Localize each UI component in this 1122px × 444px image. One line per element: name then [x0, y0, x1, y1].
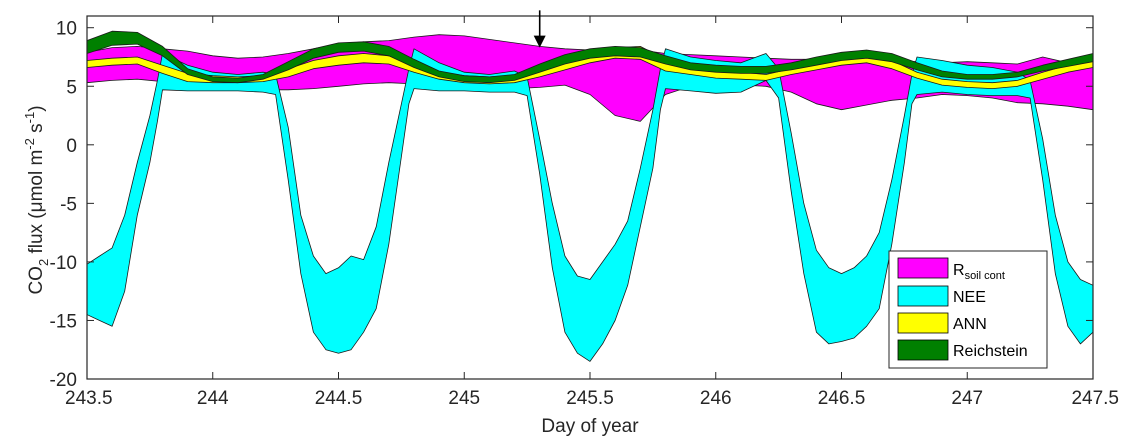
ticks-layer: 243.5 244 244.5 245 245.5 246 246.5 247 247.5 10 5…	[50, 16, 1119, 409]
y-tick-label: -15	[50, 311, 77, 332]
x-tick-label: 244.5	[315, 388, 363, 409]
x-tick-label: 246.5	[818, 388, 866, 409]
x-tick-label: 244	[197, 388, 229, 409]
legend-label-nee: NEE	[953, 289, 986, 306]
annotation-arrow-head	[533, 35, 546, 48]
x-axis-title: Day of year	[541, 416, 639, 437]
y-tick-label: -5	[60, 194, 77, 215]
x-tick-label: 246	[700, 388, 732, 409]
x-tick-label: 245.5	[566, 388, 614, 409]
x-tick-label: 243.5	[65, 388, 113, 409]
legend-swatch-reichstein	[897, 339, 949, 361]
y-tick-label: 10	[56, 19, 77, 40]
x-tick-label: 247.5	[1071, 388, 1119, 409]
annotation-layer	[533, 10, 546, 48]
y-axis-title: CO2 flux (μmol m-2 s-1)	[22, 105, 51, 294]
x-tick-label: 245	[448, 388, 480, 409]
legend-swatch-nee	[897, 285, 949, 307]
y-tick-label: 5	[66, 77, 77, 98]
legend-swatch-ann	[897, 312, 949, 334]
legend-label-reichstein: Reichstein	[953, 343, 1028, 360]
series-layer	[87, 30, 1093, 362]
y-tick-label: 0	[66, 136, 77, 157]
legend-label-ann: ANN	[953, 316, 987, 333]
legend-swatch-rsoil	[897, 257, 949, 279]
y-tick-label: -10	[50, 253, 77, 274]
y-tick-label: -20	[50, 370, 77, 391]
series-band-reichstein	[87, 30, 1093, 84]
legend-label-rsoil: Rsoil cont	[953, 262, 1005, 282]
legend: Rsoil cont NEE ANN Reichstein	[888, 250, 1048, 369]
x-tick-label: 247	[951, 388, 983, 409]
